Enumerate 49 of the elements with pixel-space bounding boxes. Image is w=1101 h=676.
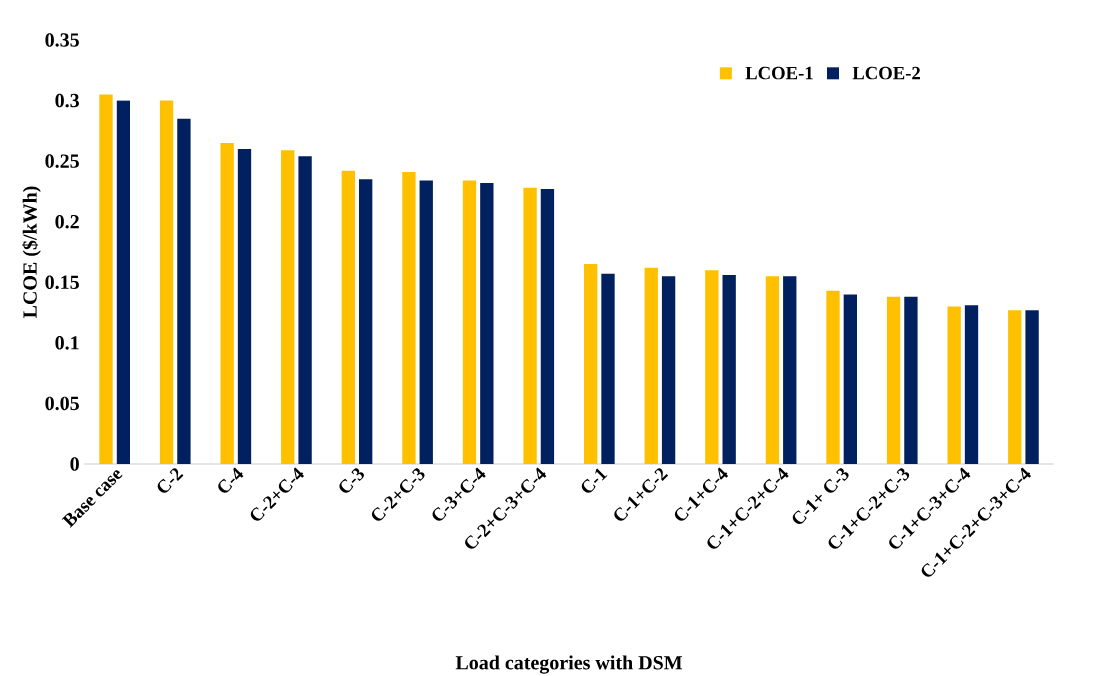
bar — [661, 276, 676, 464]
x-tick-label: C-2 — [157, 468, 184, 493]
bar — [1008, 310, 1022, 464]
y-axis-title: LCOE ($/kWh) — [22, 186, 41, 319]
bar — [705, 270, 719, 464]
bar — [843, 294, 857, 464]
legend-label: LCOE-2 — [852, 66, 920, 80]
bar — [765, 276, 780, 464]
bar — [1025, 310, 1039, 464]
bar — [540, 189, 555, 464]
legend-label: LCOE-1 — [745, 66, 813, 80]
bar — [419, 180, 433, 464]
bar — [722, 275, 736, 464]
bar — [601, 273, 615, 464]
bar — [584, 264, 598, 464]
bar — [964, 305, 979, 464]
y-tick-label: 0.25 — [45, 154, 79, 168]
x-tick-label: C-1 — [581, 468, 608, 493]
bar — [644, 267, 658, 464]
bar — [341, 170, 355, 464]
bar — [298, 156, 312, 464]
bar — [904, 296, 918, 464]
y-tick-label: 0.3 — [55, 93, 79, 108]
y-tick-label: 0.15 — [45, 275, 79, 290]
y-tick-label: 0 — [70, 457, 79, 471]
bar — [402, 172, 416, 464]
bar — [237, 149, 252, 464]
bar — [159, 100, 174, 464]
y-tick-label: 0.1 — [55, 336, 79, 350]
x-axis-title: Load categories with DSM — [455, 655, 683, 674]
bar — [359, 179, 373, 464]
x-tick-label: C-3 — [339, 468, 364, 493]
bar — [177, 118, 191, 464]
bar — [886, 296, 901, 464]
bar — [281, 150, 295, 464]
bar — [947, 306, 961, 464]
bar — [783, 276, 797, 464]
bar — [480, 182, 494, 464]
bar — [99, 94, 113, 464]
x-tick-label: Base case — [61, 470, 123, 528]
bar — [220, 142, 234, 464]
bar — [462, 180, 477, 464]
y-tick-label: 0.05 — [45, 396, 79, 411]
y-tick-label: 0.2 — [55, 214, 79, 229]
x-tick-label: C-4 — [218, 467, 244, 493]
bar — [116, 100, 130, 464]
bar — [826, 290, 840, 464]
y-tick-label: 0.35 — [45, 33, 79, 47]
bar — [523, 187, 537, 464]
